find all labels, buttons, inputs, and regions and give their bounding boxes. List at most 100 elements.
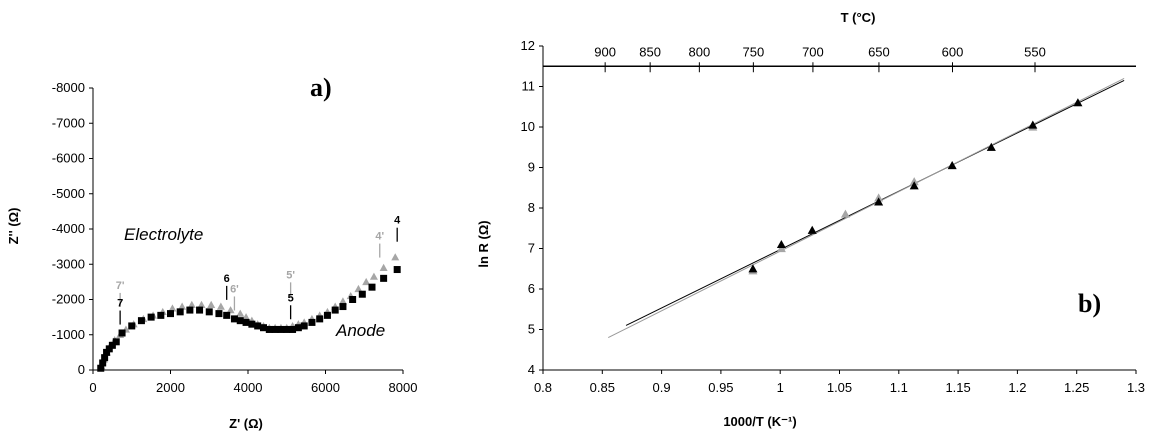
panel-a-y-tick-label: -2000 (52, 292, 85, 307)
panel-a-point-square (176, 308, 184, 316)
panel-b-y-axis-label: ln R (Ω) (476, 220, 491, 267)
panel-a-y-tick-label: -4000 (52, 221, 85, 236)
panel-b-y-tick-label: 5 (528, 322, 535, 337)
panel-a-point-triangle (391, 253, 400, 261)
panel-b-x-tick-label: 0.95 (708, 380, 733, 395)
panel-a-point-square (103, 348, 111, 356)
panel-a-x-tick-label: 8000 (389, 380, 418, 395)
panel-b-point-triangle (1073, 98, 1083, 107)
panel-b-x-tick-label: 1.2 (1008, 380, 1026, 395)
panel-a-point-triangle (362, 277, 371, 286)
panel-a-point-square (265, 325, 273, 333)
panel-a-point-square (236, 317, 244, 325)
panel-a-x-tick-label: 0 (89, 380, 96, 395)
panel-a-x-axis-label: Z' (Ω) (229, 416, 263, 431)
panel-a-peak-label: 4 (394, 215, 401, 227)
panel-a-y-tick-label: -8000 (52, 80, 85, 95)
panel-b-y-tick-label: 7 (528, 241, 535, 256)
panel-a-point-square (186, 306, 194, 314)
panel-a-point-square (283, 325, 291, 333)
panel-a-point-square (215, 310, 223, 318)
panel-a-point-square (205, 308, 213, 316)
panel-b-y-tick-label: 8 (528, 200, 535, 215)
panel-a-label: a) (310, 73, 332, 102)
panel-a-peak-label: 5' (286, 269, 295, 281)
panel-b-x-tick-label: 1.1 (890, 380, 908, 395)
panel-a-point-square (137, 317, 145, 325)
panel-b-top-tick-label: 750 (743, 44, 765, 59)
panel-a-point-triangle (236, 309, 245, 317)
panel-a-point-square (230, 315, 238, 323)
panel-a-peak-label: 6' (230, 283, 239, 295)
panel-a-point-square (101, 354, 109, 362)
panel-b-x-tick-label: 1.15 (945, 380, 970, 395)
panel-a-point-square (300, 322, 308, 330)
panel-a-point-triangle (187, 300, 196, 308)
panel-b-x-tick-label: 1.25 (1064, 380, 1089, 395)
panel-b-fit-line (625, 79, 1125, 326)
panel-a-y-tick-label: -3000 (52, 256, 85, 271)
panel-a-x-tick-label: 6000 (311, 380, 340, 395)
panel-b-x-tick-label: 0.85 (590, 380, 615, 395)
panel-a: a) Electrolyte Anode Z' (Ω) Z'' (Ω) 0 200… (6, 73, 417, 431)
panel-b-top-tick-label: 900 (594, 44, 616, 59)
panel-a-peak-label: 5 (288, 292, 294, 304)
panel-a-point-triangle (379, 263, 388, 271)
panel-a-peak-label: 6 (224, 273, 230, 285)
panel-a-point-square (112, 338, 120, 346)
panel-a-point-square (97, 364, 105, 372)
panel-a-point-square (157, 311, 165, 319)
panel-b-top-tick-label: 800 (689, 44, 711, 59)
panel-a-point-square (331, 306, 339, 314)
panel-a-point-square (118, 329, 126, 337)
panel-a-point-square (108, 341, 116, 349)
panel-a-point-triangle (242, 313, 251, 321)
panel-b-top-tick-label: 550 (1024, 44, 1046, 59)
panel-b-point-triangle (1028, 120, 1038, 129)
panel-a-point-square (380, 274, 388, 282)
panel-a-y-tick-label: -7000 (52, 115, 85, 130)
panel-a-point-square (358, 290, 366, 298)
panel-a-x-tick-label: 4000 (234, 380, 263, 395)
panel-a-point-square (99, 359, 107, 367)
panel-b-point-triangle (947, 160, 957, 170)
panel-a-point-triangle (178, 302, 187, 310)
panel-a-point-triangle (226, 306, 235, 314)
panel-b-point-triangle (807, 225, 817, 234)
panel-a-peak-label: 7 (117, 298, 123, 310)
panel-b-top-tick-label: 850 (639, 44, 661, 59)
region-label-anode: Anode (335, 321, 385, 340)
panel-a-y-tick-label: 0 (78, 362, 85, 377)
panel-b-top-tick-label: 650 (868, 44, 890, 59)
panel-b-fit-line (608, 77, 1125, 339)
panel-a-point-square (223, 311, 231, 319)
panel-a-point-triangle (338, 297, 347, 305)
region-label-electrolyte: Electrolyte (124, 225, 203, 244)
panel-a-point-square (323, 311, 331, 319)
panel-a-point-square (196, 306, 204, 314)
panel-a-point-square (316, 315, 324, 323)
panel-a-point-triangle (354, 284, 363, 293)
panel-b-y-tick-label: 10 (521, 119, 535, 134)
panel-b-top-tick-label: 600 (942, 44, 964, 59)
panel-a-y-axis-label: Z'' (Ω) (6, 208, 21, 245)
panel-a-y-tick-label: -1000 (52, 327, 85, 342)
panel-a-point-square (339, 303, 347, 311)
panel-a-point-square (294, 324, 302, 332)
panel-b-point-triangle (874, 197, 884, 206)
panel-a-point-square (308, 318, 316, 326)
panel-b-x-tick-label: 0.8 (534, 380, 552, 395)
panel-b-point-triangle (986, 142, 996, 151)
panel-a-point-triangle (207, 300, 216, 308)
panel-a-point-square (242, 318, 250, 326)
panel-a-point-square (248, 320, 256, 328)
panel-b-point-triangle (909, 181, 919, 190)
panel-b-x-tick-label: 1.05 (827, 380, 852, 395)
panel-b-label: b) (1078, 289, 1101, 318)
panel-b-x-tick-label: 1 (777, 380, 784, 395)
panel-a-point-triangle (216, 302, 225, 310)
panel-a-point-square (289, 325, 297, 333)
panel-a-point-square (349, 296, 357, 303)
